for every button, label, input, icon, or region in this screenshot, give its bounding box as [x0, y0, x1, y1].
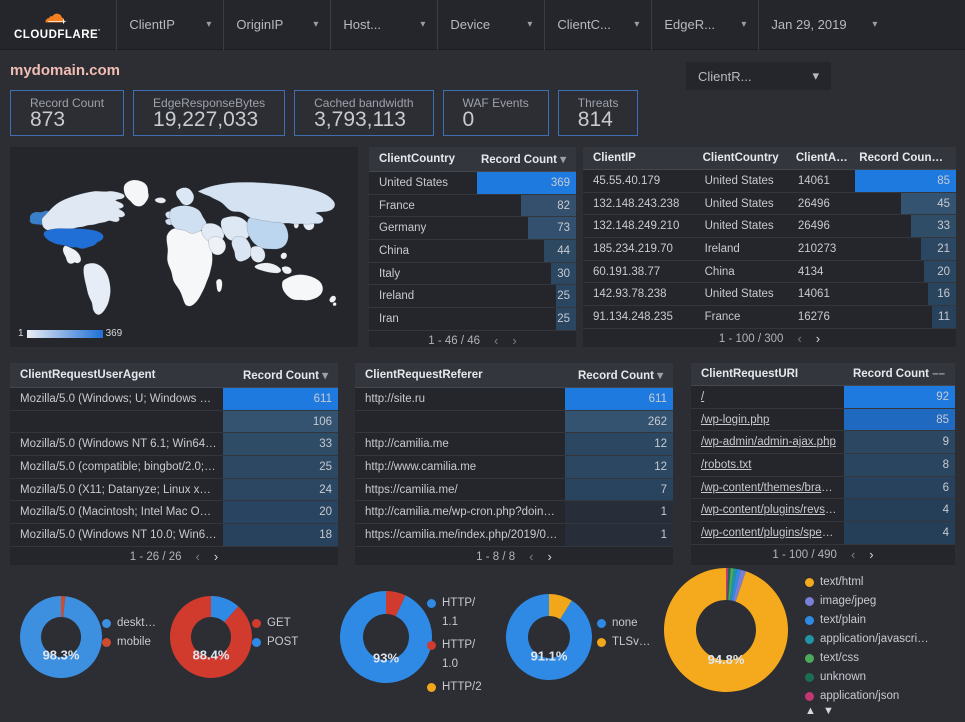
- svg-text:93%: 93%: [373, 650, 399, 665]
- svg-text:94.8%: 94.8%: [708, 652, 745, 667]
- svg-text:98.3%: 98.3%: [43, 648, 80, 663]
- svg-text:91.1%: 91.1%: [531, 649, 568, 664]
- svg-text:88.4%: 88.4%: [193, 648, 230, 663]
